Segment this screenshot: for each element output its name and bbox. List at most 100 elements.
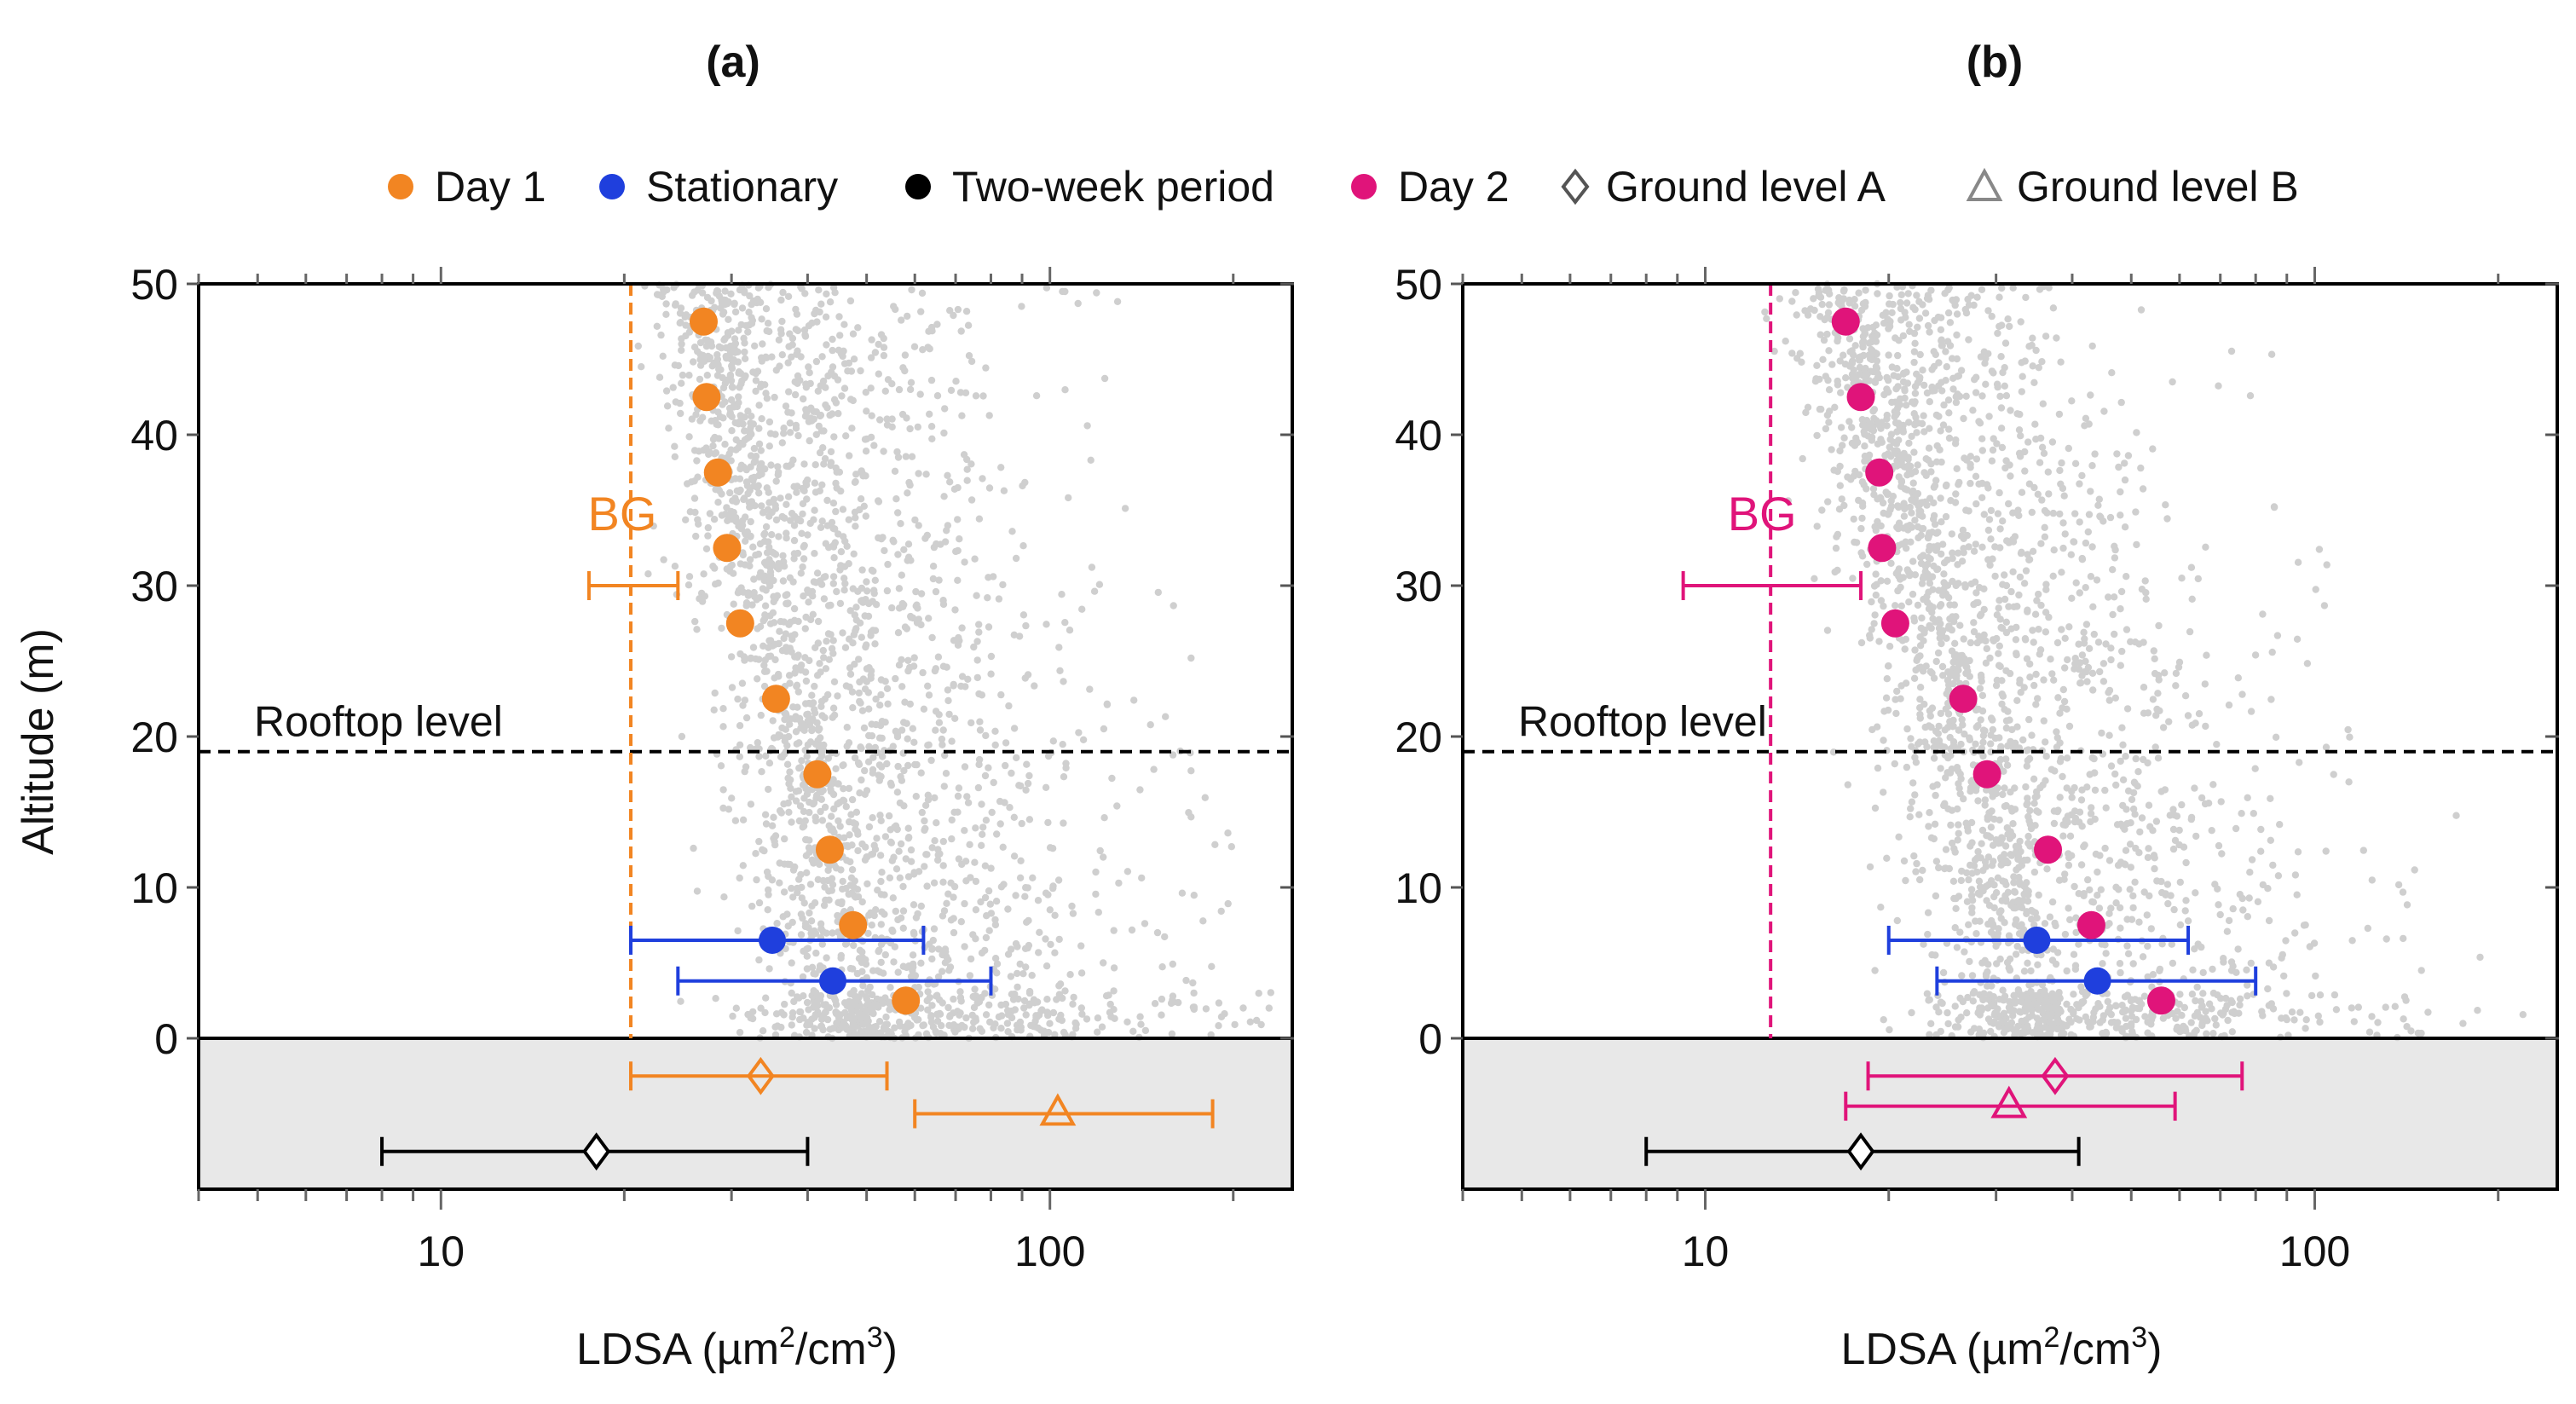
scatter-point	[2029, 334, 2036, 342]
scatter-point	[1976, 685, 1984, 692]
scatter-point	[1810, 295, 1817, 303]
scatter-point	[2354, 1003, 2362, 1011]
scatter-point	[2132, 754, 2140, 763]
scatter-point	[1811, 306, 1818, 315]
scatter-point	[954, 792, 962, 800]
scatter-point	[1136, 1013, 1144, 1020]
scatter-point	[1897, 602, 1905, 610]
scatter-point	[1972, 455, 1981, 463]
scatter-point	[2251, 651, 2260, 659]
scatter-point	[2145, 801, 2153, 809]
scatter-point	[811, 989, 820, 997]
scatter-point	[745, 309, 753, 316]
scatter-point	[858, 707, 867, 714]
scatter-point	[1890, 438, 1897, 447]
scatter-point	[845, 560, 852, 568]
scatter-point	[788, 918, 796, 927]
scatter-point	[2015, 426, 2024, 434]
scatter-point	[1951, 440, 1960, 448]
scatter-point	[888, 380, 896, 388]
scatter-point	[909, 951, 917, 959]
scatter-point	[1813, 431, 1821, 440]
scatter-point	[2322, 743, 2331, 751]
scatter-point	[863, 578, 870, 586]
scatter-point	[1952, 904, 1960, 913]
scatter-point	[2107, 762, 2116, 770]
scatter-point	[869, 814, 876, 822]
scatter-point	[765, 785, 772, 794]
scatter-point	[800, 947, 807, 956]
scatter-point	[997, 1025, 1005, 1032]
scatter-point	[940, 493, 948, 500]
scatter-point	[808, 691, 816, 699]
scatter-point	[1995, 604, 2002, 612]
scatter-point	[884, 700, 892, 708]
scatter-point	[834, 780, 842, 788]
scatter-point	[855, 656, 863, 663]
scatter-point	[841, 940, 850, 948]
scatter-point	[829, 500, 838, 507]
scatter-point	[762, 305, 771, 313]
scatter-point	[1825, 301, 1834, 309]
scatter-point	[2025, 715, 2033, 724]
scatter-point	[755, 898, 764, 907]
scatter-point	[855, 689, 863, 697]
scatter-point	[827, 461, 835, 470]
scatter-point	[2278, 1014, 2285, 1022]
scatter-point	[1822, 373, 1829, 380]
scatter-point	[1861, 442, 1868, 450]
scatter-point	[2332, 1006, 2341, 1014]
scatter-point	[748, 314, 755, 321]
scatter-point	[891, 467, 899, 475]
scatter-point	[837, 487, 845, 495]
scatter-point	[1074, 299, 1082, 308]
scatter-point	[868, 412, 875, 419]
scatter-point	[917, 1004, 925, 1012]
scatter-point	[2012, 842, 2020, 850]
profile-point	[892, 986, 921, 1015]
scatter-point	[1016, 1018, 1025, 1026]
scatter-point	[2144, 942, 2151, 950]
scatter-point	[2039, 781, 2047, 789]
scatter-point	[1836, 447, 1844, 454]
scatter-point	[869, 567, 877, 575]
scatter-point	[1051, 1031, 1059, 1038]
scatter-point	[850, 550, 858, 558]
scatter-point	[837, 954, 845, 962]
scatter-point	[919, 346, 927, 354]
scatter-point	[724, 300, 731, 308]
scatter-point	[1911, 339, 1919, 347]
scatter-point	[986, 900, 995, 908]
scatter-point	[2102, 640, 2110, 648]
scatter-point	[1043, 621, 1050, 628]
scatter-point	[2180, 1003, 2188, 1012]
scatter-point	[725, 315, 732, 323]
scatter-point	[1948, 806, 1956, 814]
scatter-point	[1998, 677, 2006, 685]
scatter-point	[819, 964, 827, 972]
scatter-point	[760, 682, 769, 690]
scatter-point	[2001, 595, 2009, 604]
scatter-point	[2211, 1014, 2219, 1023]
scatter-point	[2021, 448, 2029, 456]
scatter-point	[1984, 982, 1991, 990]
scatter-point	[2133, 540, 2140, 549]
scatter-point	[812, 408, 820, 416]
scatter-point	[1823, 627, 1832, 634]
scatter-point	[2001, 571, 2008, 579]
scatter-point	[2090, 630, 2098, 638]
scatter-point	[767, 461, 775, 469]
y-tick-label: 20	[130, 714, 178, 761]
scatter-point	[784, 493, 793, 500]
scatter-point	[915, 1015, 922, 1024]
scatter-point	[1924, 909, 1932, 916]
scatter-point	[892, 907, 900, 916]
scatter-point	[2344, 725, 2352, 734]
scatter-point	[2117, 662, 2124, 669]
scatter-point	[2111, 630, 2118, 638]
scatter-point	[1877, 904, 1885, 911]
scatter-point	[1967, 818, 1976, 827]
scatter-point	[2109, 566, 2117, 574]
scatter-point	[2045, 284, 2053, 292]
